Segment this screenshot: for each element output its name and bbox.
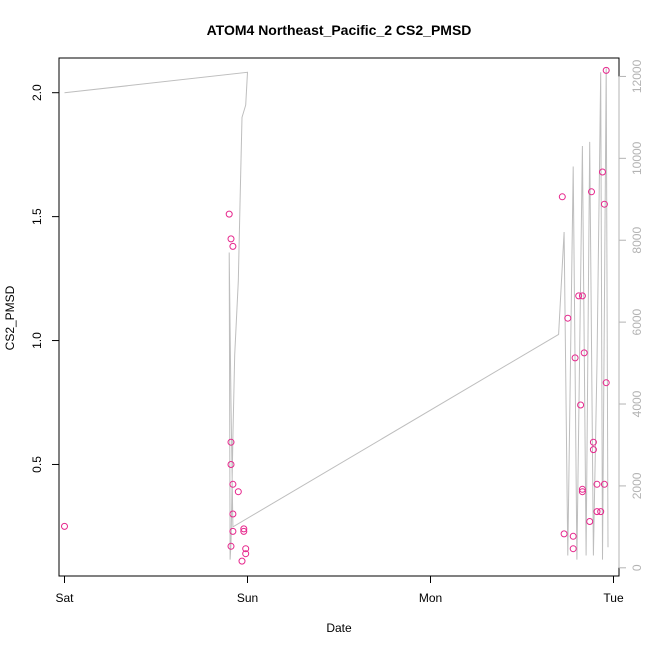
axis-layer: Sat Sun Mon Tue 0.5 1.0 1.5 2.0 0 2000 4000 6000 800…	[30, 59, 644, 605]
x-tick-label: Sat	[55, 591, 74, 605]
data-point	[588, 188, 595, 196]
data-point	[602, 379, 610, 387]
data-point	[558, 193, 566, 201]
data-point	[227, 542, 235, 550]
data-point	[225, 210, 233, 218]
data-point	[240, 527, 248, 535]
data-point	[589, 438, 597, 446]
y-right-tick-label: 12000	[630, 59, 644, 93]
y-left-tick-label: 0.5	[30, 456, 44, 473]
y-left-tick-label: 2.0	[30, 84, 44, 101]
point-layer	[61, 66, 610, 565]
data-point	[602, 66, 610, 74]
data-point	[577, 401, 585, 409]
y-right-tick-label: 8000	[630, 227, 644, 254]
data-point	[600, 480, 608, 488]
data-point	[599, 168, 606, 176]
data-point	[586, 518, 594, 525]
data-point	[569, 532, 577, 540]
data-point	[580, 349, 588, 357]
data-point	[61, 522, 68, 530]
y-right-tick-label: 4000	[630, 390, 644, 417]
x-axis-label: Date	[326, 621, 352, 635]
x-tick-label: Mon	[419, 591, 442, 605]
y-axis-label: CS2_PMSD	[3, 285, 17, 350]
data-point	[600, 200, 608, 208]
y-right-tick-label: 2000	[630, 472, 644, 499]
data-point	[240, 525, 248, 533]
data-point	[229, 242, 237, 250]
data-point	[227, 461, 235, 468]
data-point	[578, 292, 586, 300]
data-point	[234, 488, 242, 496]
y-left-tick-label: 1.0	[30, 332, 44, 349]
y-left-tick-label: 1.5	[30, 208, 44, 225]
data-point	[229, 510, 237, 518]
data-point	[560, 530, 568, 538]
data-point	[242, 550, 250, 558]
x-tick-label: Sun	[237, 591, 258, 605]
data-point	[229, 480, 237, 488]
data-point	[571, 354, 579, 362]
data-point	[593, 480, 601, 488]
data-point	[589, 446, 597, 454]
y-right-tick-label: 0	[630, 564, 644, 571]
data-point	[238, 557, 246, 565]
line-layer	[64, 68, 609, 560]
data-point	[597, 508, 605, 516]
data-point	[578, 488, 586, 496]
data-point	[578, 485, 586, 493]
data-point	[593, 508, 601, 516]
data-point	[229, 527, 237, 535]
data-point	[227, 235, 235, 243]
data-point	[242, 545, 250, 553]
chart-title: ATOM4 Northeast_Pacific_2 CS2_PMSD	[207, 22, 472, 38]
y-right-tick-label: 10000	[630, 141, 644, 175]
data-point	[564, 314, 572, 322]
y-right-tick-label: 6000	[630, 308, 644, 335]
data-point	[569, 545, 577, 553]
data-point	[575, 292, 583, 300]
series-line	[64, 68, 609, 560]
data-point	[227, 438, 235, 446]
x-tick-label: Tue	[603, 591, 624, 605]
